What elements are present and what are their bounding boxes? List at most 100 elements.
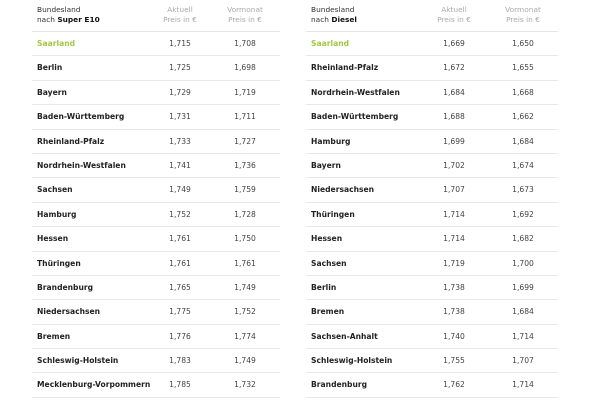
- state-name: Sachsen: [37, 185, 73, 195]
- state-name: Saarland: [37, 39, 76, 48]
- table-row: Nordrhein-Westfalen 1,741 1,736: [32, 154, 280, 179]
- current-price: 1,761: [169, 258, 191, 268]
- previous-month-price: 1,727: [234, 136, 256, 146]
- previous-month-price: 1,673: [512, 185, 534, 195]
- current-price: 1,783: [169, 356, 191, 366]
- state-name: Bremen: [37, 331, 71, 341]
- current-price: 1,752: [169, 209, 191, 219]
- state-name: Schleswig-Holstein: [311, 356, 393, 366]
- current-price: 1,740: [443, 331, 465, 341]
- previous-month-price: 1,719: [234, 87, 256, 97]
- header-prefix: nach: [311, 15, 332, 24]
- current-price: 1,762: [443, 380, 465, 390]
- current-price: 1,714: [443, 234, 465, 244]
- previous-month-price: 1,774: [234, 331, 256, 341]
- super-e10-price-table: Bundesland nach Super E10 Aktuell Preis …: [32, 0, 280, 398]
- table-row: Sachsen 1,719 1,700: [306, 252, 558, 276]
- previous-month-price: 1,714: [512, 331, 534, 341]
- previous-month-column-header: Vormonat Preis in €: [215, 5, 275, 25]
- table-row: Hamburg 1,752 1,728: [32, 203, 280, 228]
- state-name: Hessen: [37, 234, 69, 244]
- current-price: 1,738: [443, 282, 465, 292]
- state-name: Saarland: [311, 39, 350, 48]
- current-price: 1,714: [443, 209, 465, 219]
- table-row: Hamburg 1,699 1,684: [306, 130, 558, 154]
- table-row: Schleswig-Holstein 1,755 1,707: [306, 349, 558, 374]
- header-prefix: nach: [37, 15, 58, 24]
- current-price-column-header: Aktuell Preis in €: [150, 5, 210, 25]
- table-row: Saarland 1,669 1,650: [306, 32, 558, 57]
- previous-header-line2: Preis in €: [506, 15, 540, 24]
- previous-month-price: 1,728: [234, 209, 256, 219]
- previous-month-price: 1,674: [512, 160, 534, 170]
- previous-header-line2: Preis in €: [228, 15, 262, 24]
- current-price: 1,765: [169, 282, 191, 292]
- current-price: 1,699: [443, 136, 465, 146]
- previous-month-price: 1,668: [512, 87, 534, 97]
- previous-month-column-header: Vormonat Preis in €: [493, 5, 553, 25]
- state-name: Baden-Württemberg: [311, 112, 399, 122]
- current-price: 1,669: [443, 39, 465, 48]
- table-row: Nordrhein-Westfalen 1,684 1,668: [306, 81, 558, 106]
- table-row: Baden-Württemberg 1,731 1,711: [32, 105, 280, 130]
- fuel-type-label: Super E10: [57, 15, 100, 24]
- header-line1: Bundesland: [311, 5, 355, 14]
- state-name: Thüringen: [37, 258, 81, 268]
- state-name: Thüringen: [311, 209, 355, 219]
- previous-month-price: 1,752: [234, 307, 256, 317]
- table-row: Hessen 1,714 1,682: [306, 227, 558, 252]
- previous-month-price: 1,749: [234, 282, 256, 292]
- previous-month-price: 1,699: [512, 282, 534, 292]
- current-price: 1,707: [443, 185, 465, 195]
- table-row: Thüringen 1,714 1,692: [306, 203, 558, 228]
- state-name: Rheinland-Pfalz: [311, 63, 379, 73]
- table-row: Berlin 1,738 1,699: [306, 276, 558, 301]
- state-name: Sachsen: [311, 258, 347, 268]
- current-price: 1,733: [169, 136, 191, 146]
- table-row: Saarland 1,715 1,708: [32, 32, 280, 57]
- current-price: 1,731: [169, 112, 191, 122]
- fuel-type-label: Diesel: [331, 15, 357, 24]
- table-row: Mecklenburg-Vorpommern 1,785 1,732: [32, 373, 280, 398]
- table-row: Rheinland-Pfalz 1,672 1,655: [306, 56, 558, 81]
- state-name: Nordrhein-Westfalen: [37, 160, 126, 170]
- table-row: Bayern 1,729 1,719: [32, 81, 280, 106]
- previous-month-price: 1,698: [234, 63, 256, 73]
- table-header: Bundesland nach Super E10 Aktuell Preis …: [32, 0, 280, 32]
- current-header-line2: Preis in €: [437, 15, 471, 24]
- table-row: Sachsen-Anhalt 1,740 1,714: [306, 325, 558, 350]
- previous-header-line1: Vormonat: [505, 5, 541, 14]
- table-row: Rheinland-Pfalz 1,733 1,727: [32, 130, 280, 154]
- previous-month-price: 1,707: [512, 356, 534, 366]
- state-name: Berlin: [311, 282, 337, 292]
- current-price: 1,785: [169, 380, 191, 390]
- current-price: 1,755: [443, 356, 465, 366]
- diesel-price-table: Bundesland nach Diesel Aktuell Preis in …: [306, 0, 558, 398]
- state-name: Bayern: [37, 87, 67, 97]
- current-price-column-header: Aktuell Preis in €: [424, 5, 484, 25]
- current-price: 1,672: [443, 63, 465, 73]
- previous-month-price: 1,700: [512, 258, 534, 268]
- table-row: Niedersachsen 1,707 1,673: [306, 178, 558, 203]
- previous-header-line1: Vormonat: [227, 5, 263, 14]
- state-name: Nordrhein-Westfalen: [311, 87, 400, 97]
- state-name: Niedersachsen: [37, 307, 101, 317]
- header-line1: Bundesland: [37, 5, 81, 14]
- table-row: Berlin 1,725 1,698: [32, 56, 280, 81]
- current-price: 1,719: [443, 258, 465, 268]
- previous-month-price: 1,662: [512, 112, 534, 122]
- table-row: Bremen 1,738 1,684: [306, 300, 558, 325]
- current-header-line1: Aktuell: [441, 5, 467, 14]
- current-price: 1,725: [169, 63, 191, 73]
- table-row: Brandenburg 1,762 1,714: [306, 373, 558, 398]
- current-price: 1,738: [443, 307, 465, 317]
- state-name: Bremen: [311, 307, 345, 317]
- state-name: Sachsen-Anhalt: [311, 331, 378, 341]
- previous-month-price: 1,714: [512, 380, 534, 390]
- current-header-line2: Preis in €: [163, 15, 197, 24]
- state-column-header: Bundesland nach Super E10: [37, 5, 100, 25]
- current-price: 1,688: [443, 112, 465, 122]
- previous-month-price: 1,732: [234, 380, 256, 390]
- previous-month-price: 1,655: [512, 63, 534, 73]
- state-name: Mecklenburg-Vorpommern: [37, 380, 151, 390]
